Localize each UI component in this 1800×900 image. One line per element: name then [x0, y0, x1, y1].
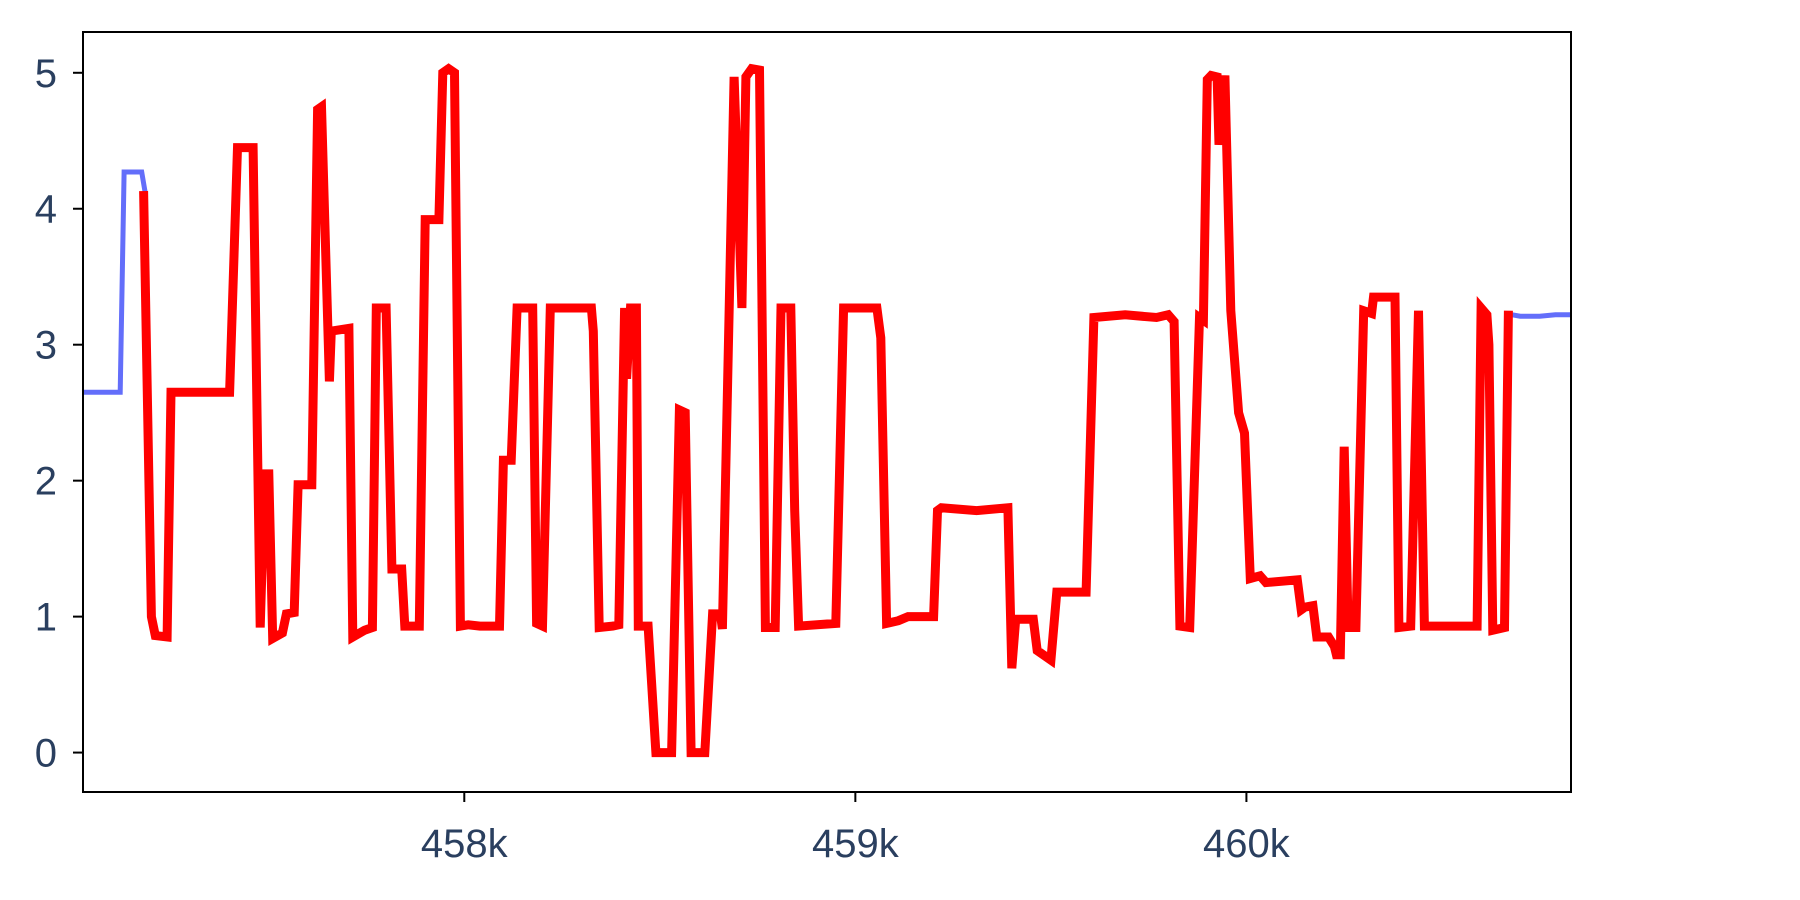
y-tick-label: 5 [35, 52, 57, 96]
y-tick-label: 2 [35, 460, 57, 504]
y-tick-label: 4 [35, 188, 57, 232]
y-tick-label: 3 [35, 324, 57, 368]
plot-area [83, 63, 1571, 758]
plot-frame [82, 31, 1572, 793]
y-axis: 0 1 2 3 4 5 [35, 52, 83, 776]
y-tick-label: 1 [35, 596, 57, 640]
x-axis: 458k 459k 460k [421, 792, 1291, 866]
x-tick-label: 458k [421, 822, 509, 866]
y-tick-label: 0 [35, 732, 57, 776]
series-line-1 [1511, 312, 1571, 319]
x-tick-label: 459k [812, 822, 900, 866]
x-tick-label: 460k [1203, 822, 1291, 866]
series-line-0 [83, 169, 149, 395]
series-line-2 [139, 63, 1513, 758]
